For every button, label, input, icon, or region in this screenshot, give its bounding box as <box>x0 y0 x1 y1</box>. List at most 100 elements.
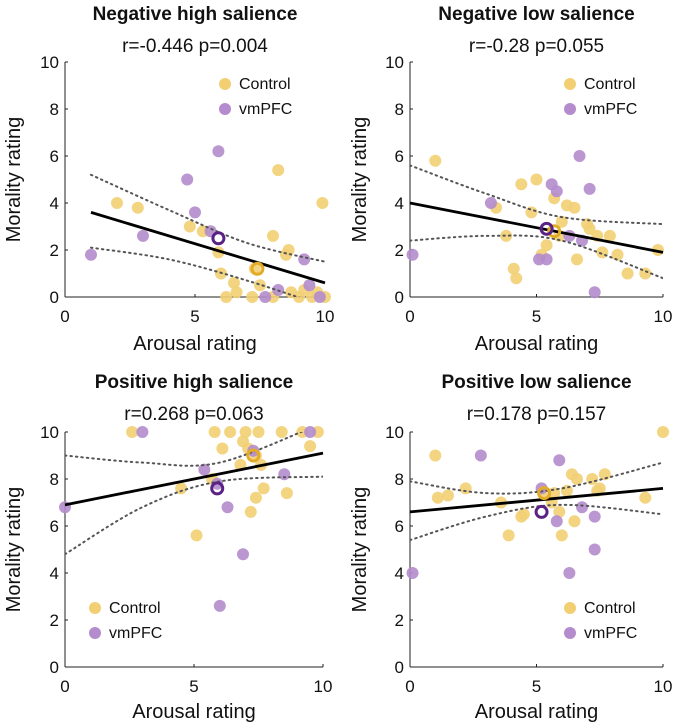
x-tick-label: 0 <box>60 677 69 696</box>
point-control <box>593 482 606 495</box>
ci-lower-curve <box>410 234 663 280</box>
point-control <box>246 291 259 303</box>
legend-label-control: Control <box>584 600 636 617</box>
panel-title: Positive high salience <box>95 372 294 393</box>
x-axis-label: Arousal rating <box>133 333 256 355</box>
y-tick-label: 0 <box>395 288 404 307</box>
point-control <box>280 487 293 500</box>
point-control <box>254 279 266 292</box>
mean-marker-control <box>246 448 261 463</box>
legend-label-control: Control <box>584 76 636 93</box>
x-tick-label: 0 <box>405 307 414 326</box>
y-tick-label: 0 <box>50 288 59 307</box>
point-vmpfc <box>576 501 589 514</box>
panel-title: Negative high salience <box>93 4 298 25</box>
point-control <box>272 164 285 177</box>
point-control <box>208 426 221 438</box>
point-control <box>429 449 442 462</box>
x-tick-label: 10 <box>316 307 335 326</box>
point-vmpfc <box>303 279 316 292</box>
point-control <box>249 491 262 504</box>
point-control <box>183 220 196 233</box>
point-control <box>502 529 515 542</box>
point-vmpfc <box>553 454 566 467</box>
x-tick-label: 0 <box>405 677 414 696</box>
regression-line <box>90 211 326 285</box>
y-tick-label: 2 <box>395 611 404 630</box>
regression-line <box>409 487 664 514</box>
legend: Control vmPFC <box>564 600 637 642</box>
point-vmpfc <box>563 567 576 579</box>
point-vmpfc <box>484 197 497 209</box>
point-control <box>267 229 279 242</box>
point-control <box>596 246 609 259</box>
panel-stats: r=-0.28 p=0.055 <box>469 36 604 57</box>
y-tick-label: 10 <box>385 423 404 442</box>
x-tick-label: 5 <box>189 677 198 696</box>
point-vmpfc <box>573 150 586 162</box>
mean-marker-vmpfc <box>211 231 226 246</box>
y-tick-label: 8 <box>50 470 59 489</box>
y-tick-label: 6 <box>50 147 59 166</box>
mean-marker-control <box>250 261 265 276</box>
point-control <box>316 197 329 209</box>
point-control <box>525 206 538 219</box>
legend-label-vmpfc: vmPFC <box>584 625 637 642</box>
legend-swatch-vmpfc <box>89 627 101 639</box>
mean-marker-vmpfc <box>534 504 549 519</box>
x-tick-label: 10 <box>654 307 673 326</box>
point-control <box>441 489 454 502</box>
legend-swatch-control <box>219 78 231 90</box>
point-control <box>111 197 123 209</box>
legend-swatch-control <box>564 602 576 614</box>
point-vmpfc <box>136 426 149 438</box>
point-vmpfc <box>237 548 250 561</box>
y-axis-label: Morality rating <box>349 117 371 243</box>
point-control <box>570 253 583 266</box>
point-control <box>586 473 599 485</box>
legend-swatch-vmpfc <box>564 627 576 639</box>
y-tick-label: 0 <box>50 658 59 677</box>
point-vmpfc <box>221 501 234 514</box>
point-control <box>244 505 257 518</box>
x-tick-label: 0 <box>60 307 69 326</box>
point-control <box>459 482 472 495</box>
legend: Control vmPFC <box>564 76 637 118</box>
point-vmpfc <box>313 291 326 303</box>
point-control <box>304 440 317 453</box>
point-control <box>126 426 139 438</box>
legend-swatch-control <box>89 602 101 614</box>
point-control <box>230 286 243 299</box>
point-control <box>190 529 203 542</box>
point-control <box>257 482 270 495</box>
y-tick-label: 6 <box>395 517 404 536</box>
point-control <box>621 267 634 280</box>
ci-upper-curve <box>410 461 663 495</box>
point-control <box>639 491 652 504</box>
point-vmpfc <box>583 182 596 195</box>
panel-4: Positive low salience r=0.178 p=0.157 0 2 4 6… <box>349 372 672 723</box>
y-tick-label: 0 <box>395 658 404 677</box>
point-control <box>507 262 520 275</box>
y-axis-label: Morality rating <box>349 487 371 613</box>
panel-title: Positive low salience <box>441 372 631 393</box>
point-control <box>568 515 581 528</box>
point-control <box>275 426 288 438</box>
regression-line <box>64 451 324 507</box>
y-tick-label: 10 <box>385 53 404 72</box>
x-axis-label: Arousal rating <box>132 701 255 723</box>
x-tick-label: 10 <box>314 677 333 696</box>
point-control <box>515 178 528 191</box>
mean-marker-vmpfc <box>210 481 225 496</box>
panel-1: Negative high salience r=-0.446 p=0.004 0 2… <box>3 4 334 355</box>
ci-lower-curve <box>65 475 323 556</box>
y-axis-label: Morality rating <box>3 487 25 613</box>
x-tick-label: 5 <box>190 307 199 326</box>
x-tick-label: 5 <box>532 307 541 326</box>
mean-marker-control <box>547 224 562 239</box>
point-control <box>216 442 229 455</box>
point-vmpfc <box>85 248 97 261</box>
legend-swatch-control <box>564 78 576 90</box>
point-vmpfc <box>137 229 149 242</box>
ci-lower-curve <box>90 246 301 297</box>
